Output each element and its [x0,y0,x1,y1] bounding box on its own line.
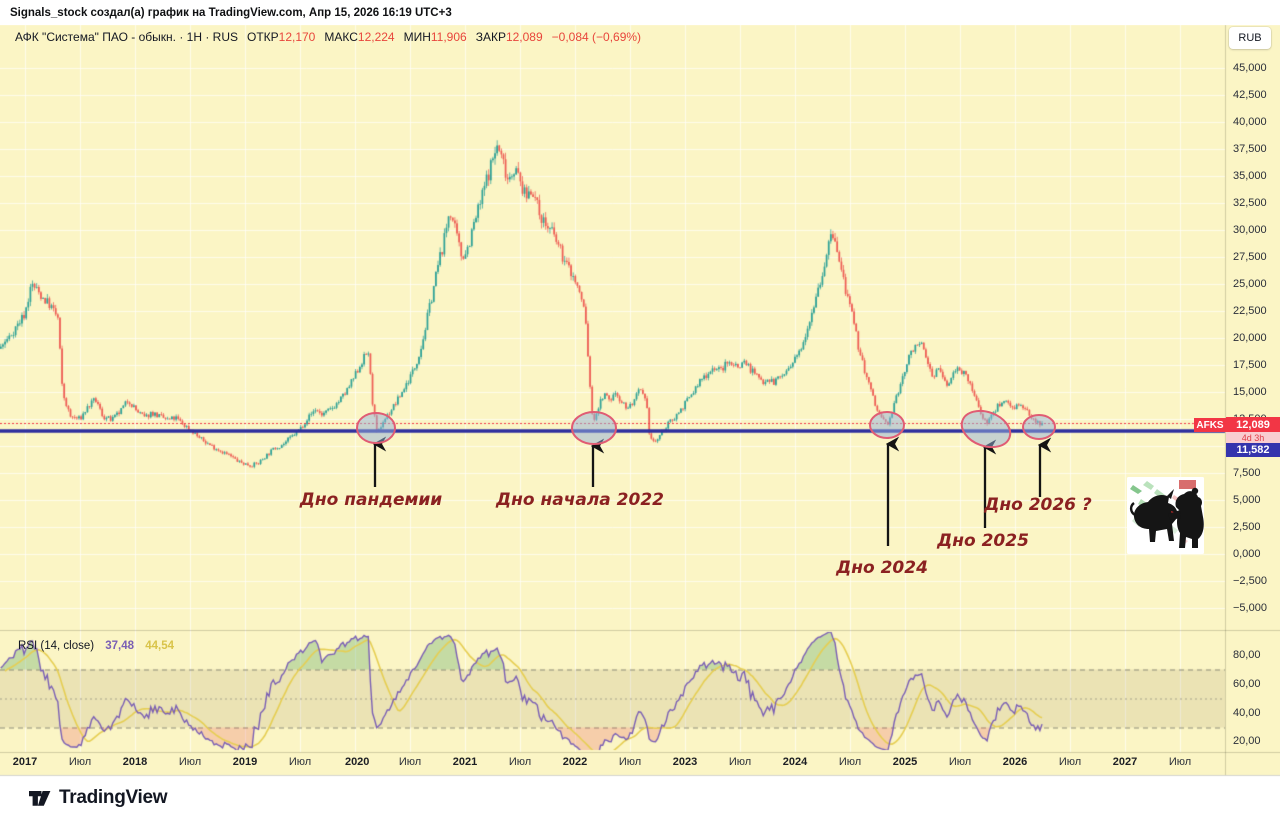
currency-label: RUB [1238,32,1262,44]
price-scale-label[interactable]: 32,500 [1233,197,1267,209]
change-value: −0,084 (−0,69%) [551,30,642,44]
price-scale-label[interactable]: 22,500 [1233,305,1267,317]
time-axis-label[interactable]: Июл [1168,756,1192,768]
bear-silhouette [1175,491,1204,548]
last-price-text: 12,089 [1236,418,1270,431]
price-scale-label[interactable]: 2,500 [1233,521,1261,533]
time-axis-label[interactable]: Июл [838,756,862,768]
bull-silhouette [1133,494,1178,542]
price-scale-label[interactable]: 15,000 [1233,386,1267,398]
annotation-text[interactable]: Дно 2026 ? [984,495,1092,515]
price-scale-label[interactable]: −5,000 [1233,602,1267,614]
price-scale-label[interactable]: 42,500 [1233,89,1267,101]
time-axis-label[interactable]: Июл [508,756,532,768]
bar-countdown: 4d 3h [1226,432,1280,443]
annotation-text[interactable]: Дно начала 2022 [496,490,664,510]
bull-tail [1129,502,1136,517]
countdown-text: 4d 3h [1241,432,1265,443]
time-axis-label[interactable]: Июл [288,756,312,768]
price-scale-label[interactable]: 27,500 [1233,251,1267,263]
time-axis-label[interactable]: Июл [948,756,972,768]
price-scale-label[interactable]: 45,000 [1233,62,1267,74]
price-scale-label[interactable]: 40,000 [1233,116,1267,128]
price-scale-label[interactable]: 0,000 [1233,548,1261,560]
price-line-symbol-tag: AFKS [1194,418,1226,432]
time-axis-label[interactable]: 2027 [1112,756,1138,768]
time-axis-label[interactable]: 2026 [1002,756,1028,768]
bull-vs-bear-image[interactable] [1127,477,1204,554]
attribution-text: Signals_stock создал(а) график на Tradin… [10,6,452,19]
rsi-ma-value: 44,54 [145,640,175,652]
time-axis-label[interactable]: 2024 [782,756,808,768]
bear-ear [1191,487,1199,495]
annotation-ellipse[interactable] [571,411,617,445]
time-axis-label[interactable]: 2023 [672,756,698,768]
annotation-ellipse[interactable] [1022,414,1056,440]
ohlc-label: ОТКР [246,30,279,44]
rsi-scale-label[interactable]: 40,00 [1233,707,1261,719]
price-scale-label[interactable]: 35,000 [1233,170,1267,182]
annotation-text[interactable]: Дно пандемии [299,490,443,510]
horizontal-line-price-label: 11,582 [1226,443,1280,457]
rsi-name: RSI [18,640,38,652]
rsi-value: 37,48 [105,640,135,652]
time-axis-label[interactable]: Июл [68,756,92,768]
annotation-ellipse[interactable] [957,404,1016,453]
symbol-title[interactable]: АФК "Система" ПАО - обыкн. · 1Н · RUS [15,30,238,44]
rsi-indicator-title[interactable]: RSI (14, close) 37,48 44,54 [18,640,174,652]
ohlc-label: МИН [403,30,431,44]
time-axis-label[interactable]: 2022 [562,756,588,768]
currency-button[interactable]: RUB [1229,27,1271,49]
time-axis-label[interactable]: Июл [618,756,642,768]
ohlc-value: 12,170 [278,30,316,44]
time-axis-label[interactable]: Июл [728,756,752,768]
ohlc-value: 12,224 [357,30,395,44]
symbol-tag-text: AFKS [1196,419,1224,431]
attribution-bar: Signals_stock создал(а) график на Tradin… [0,0,1280,25]
price-scale-label[interactable]: −2,500 [1233,575,1267,587]
time-axis-label[interactable]: 2020 [344,756,370,768]
time-axis-label[interactable]: 2025 [892,756,918,768]
symbol-header[interactable]: АФК "Система" ПАО - обыкн. · 1Н · RUS ОТК… [15,30,641,44]
rsi-scale-label[interactable]: 80,00 [1233,649,1261,661]
time-axis-label[interactable]: 2021 [452,756,478,768]
tradingview-logo-icon [29,790,51,806]
ohlc-label: МАКС [324,30,358,44]
time-axis-label[interactable]: 2019 [232,756,258,768]
rsi-params: (14, close) [40,640,95,652]
annotation-ellipse[interactable] [356,412,396,444]
time-axis-label[interactable]: Июл [178,756,202,768]
rsi-scale-label[interactable]: 60,00 [1233,678,1261,690]
last-price-label: 12,089 [1226,417,1280,432]
price-scale-label[interactable]: 30,000 [1233,224,1267,236]
annotation-text[interactable]: Дно 2024 [836,558,928,578]
alert-price-text: 11,582 [1236,444,1270,456]
price-scale-label[interactable]: 7,500 [1233,467,1261,479]
tradingview-footer[interactable]: TradingView [28,787,168,809]
rsi-scale-label[interactable]: 20,00 [1233,735,1261,747]
time-axis-label[interactable]: Июл [1058,756,1082,768]
price-scale-label[interactable]: 20,000 [1233,332,1267,344]
time-axis-label[interactable]: 2018 [122,756,148,768]
bear-paw [1168,510,1181,520]
bull-horn [1167,489,1174,499]
annotation-ellipse[interactable] [869,411,905,439]
ohlc-value: 11,906 [430,30,467,44]
price-scale-label[interactable]: 17,500 [1233,359,1267,371]
price-scale-label[interactable]: 5,000 [1233,494,1261,506]
price-scale-label[interactable]: 37,500 [1233,143,1267,155]
annotation-text[interactable]: Дно 2025 [937,531,1029,551]
price-scale-label[interactable]: 25,000 [1233,278,1267,290]
ohlc-value: 12,089 [505,30,543,44]
ohlc-label: ЗАКР [475,30,506,44]
time-axis-label[interactable]: Июл [398,756,422,768]
tradingview-brand-text: TradingView [59,787,168,808]
time-axis-label[interactable]: 2017 [12,756,38,768]
